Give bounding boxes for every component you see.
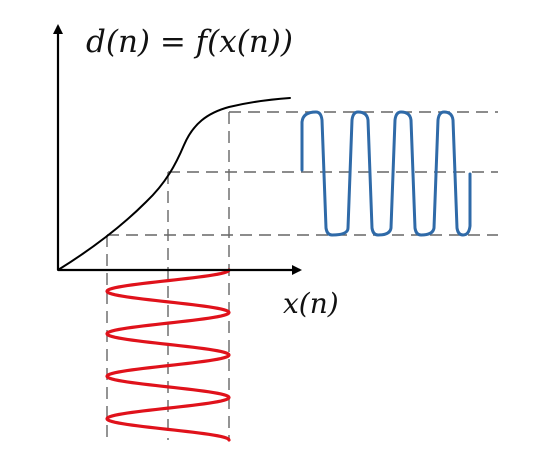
x-axis-label: x(n) <box>283 287 339 320</box>
input-signal-red-wave <box>105 268 231 442</box>
mapping-label: d(n) = f(x(n)) <box>86 24 293 60</box>
output-signal-blue-wave <box>300 110 472 237</box>
transfer-curve <box>57 97 291 271</box>
